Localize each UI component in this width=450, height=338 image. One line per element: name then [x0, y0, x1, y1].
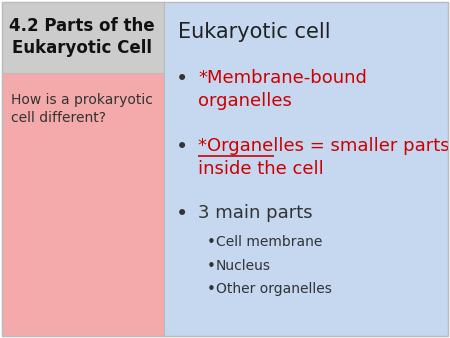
Text: •: • [176, 137, 188, 157]
Text: 4.2 Parts of the
Eukaryotic Cell: 4.2 Parts of the Eukaryotic Cell [9, 17, 155, 57]
Text: •: • [176, 69, 188, 89]
FancyBboxPatch shape [2, 73, 164, 336]
Text: •: • [207, 235, 216, 250]
Text: •: • [207, 282, 216, 297]
Text: Other organelles: Other organelles [216, 282, 332, 296]
Text: How is a prokaryotic
cell different?: How is a prokaryotic cell different? [11, 93, 153, 125]
Text: Nucleus: Nucleus [216, 259, 271, 272]
Text: *Membrane-bound
organelles: *Membrane-bound organelles [198, 69, 367, 110]
Text: Cell membrane: Cell membrane [216, 235, 322, 249]
Text: Eukaryotic cell: Eukaryotic cell [178, 22, 330, 42]
FancyBboxPatch shape [2, 2, 164, 73]
Text: 3 main parts: 3 main parts [198, 204, 313, 222]
FancyBboxPatch shape [164, 2, 448, 336]
Text: *Organelles = smaller parts
inside the cell: *Organelles = smaller parts inside the c… [198, 137, 450, 178]
Text: •: • [176, 204, 188, 224]
Text: •: • [207, 259, 216, 273]
